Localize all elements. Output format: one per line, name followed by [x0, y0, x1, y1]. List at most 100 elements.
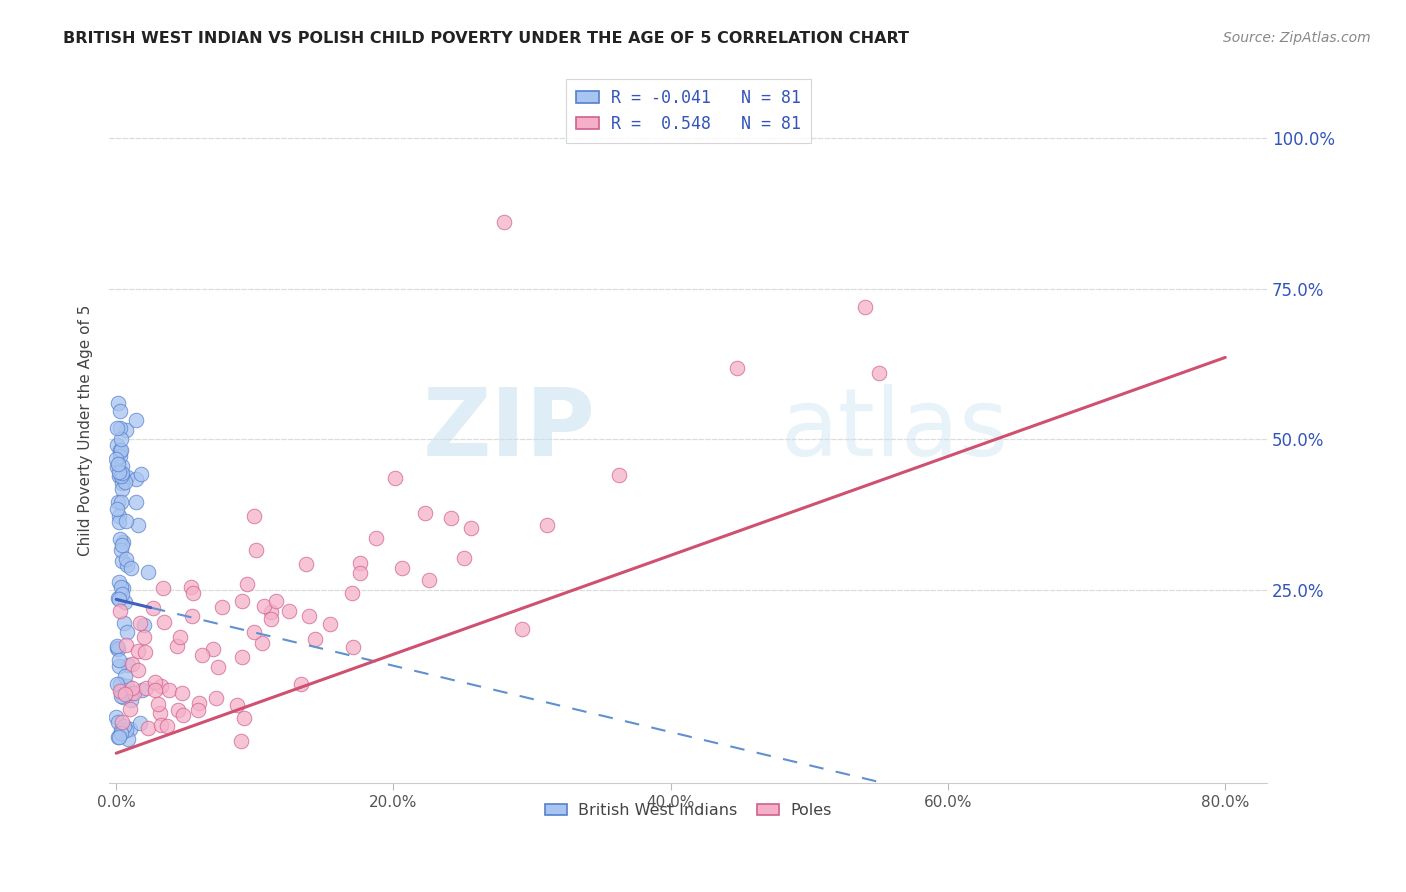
Point: [115, 552, 138, 566]
Point: [277, 604, 299, 618]
Point: [110, 723, 132, 737]
Point: [107, 591, 129, 606]
Point: [250, 636, 273, 650]
Point: [111, 482, 134, 496]
Point: [111, 715, 134, 730]
Point: [157, 683, 180, 698]
Point: [242, 624, 264, 639]
Point: [266, 593, 288, 607]
Point: [152, 581, 174, 595]
Point: [118, 701, 141, 715]
Text: atlas: atlas: [780, 384, 1010, 476]
Point: [121, 686, 143, 700]
Point: [108, 532, 131, 546]
Point: [260, 612, 283, 626]
Point: [180, 580, 202, 594]
Point: [156, 718, 179, 732]
Point: [105, 438, 128, 452]
Point: [108, 421, 131, 435]
Point: [191, 648, 214, 663]
Point: [114, 475, 136, 489]
Point: [111, 587, 134, 601]
Point: [108, 404, 131, 418]
Point: [114, 669, 136, 683]
Point: [121, 681, 143, 696]
Point: [231, 594, 253, 608]
Point: [131, 682, 153, 697]
Point: [510, 622, 533, 636]
Point: [172, 686, 194, 700]
Point: [143, 682, 166, 697]
Point: [167, 703, 190, 717]
Point: [134, 644, 156, 658]
Point: [294, 558, 316, 572]
Point: [233, 711, 256, 725]
Y-axis label: Child Poverty Under the Age of 5: Child Poverty Under the Age of 5: [79, 305, 93, 556]
Point: [115, 638, 138, 652]
Point: [609, 467, 631, 482]
Point: [205, 691, 228, 706]
Point: [349, 566, 371, 581]
Point: [127, 518, 149, 533]
Point: [111, 581, 134, 595]
Point: [235, 577, 257, 591]
Point: [107, 509, 129, 524]
Point: [121, 561, 143, 575]
Point: [111, 466, 134, 480]
Point: [110, 495, 132, 509]
Point: [136, 565, 159, 579]
Point: [136, 721, 159, 735]
Point: [181, 585, 204, 599]
Point: [111, 535, 134, 549]
Point: [384, 471, 406, 485]
Point: [108, 468, 131, 483]
Point: [110, 603, 132, 617]
Point: [231, 650, 253, 665]
Point: [460, 521, 482, 535]
Point: [245, 543, 267, 558]
Point: [135, 681, 157, 696]
Point: [129, 616, 152, 631]
Point: [115, 514, 138, 528]
Point: [114, 723, 136, 737]
Point: [111, 554, 134, 568]
Point: [114, 687, 136, 701]
Point: [225, 698, 247, 713]
Point: [110, 689, 132, 703]
Point: [132, 617, 155, 632]
Point: [105, 501, 128, 516]
Point: [108, 515, 131, 529]
Point: [110, 442, 132, 457]
Point: [391, 560, 413, 574]
Point: [108, 575, 131, 590]
Point: [105, 640, 128, 654]
Point: [110, 444, 132, 458]
Point: [187, 703, 209, 717]
Point: [110, 542, 132, 557]
Point: [340, 586, 363, 600]
Point: [117, 679, 139, 693]
Point: [115, 558, 138, 572]
Point: [112, 615, 135, 630]
Point: [117, 624, 139, 639]
Point: [868, 366, 890, 380]
Point: [117, 658, 139, 673]
Point: [152, 615, 174, 629]
Point: [145, 675, 167, 690]
Point: [108, 684, 131, 698]
Point: [166, 639, 188, 653]
Point: [149, 706, 172, 720]
Point: [107, 714, 129, 729]
Point: [127, 664, 149, 678]
Point: [853, 300, 876, 314]
Point: [440, 511, 463, 525]
Point: [108, 449, 131, 463]
Point: [107, 731, 129, 745]
Point: [253, 599, 276, 614]
Point: [114, 595, 136, 609]
Point: [150, 679, 173, 693]
Point: [129, 467, 152, 482]
Point: [349, 556, 371, 570]
Point: [207, 660, 229, 674]
Point: [120, 693, 142, 707]
